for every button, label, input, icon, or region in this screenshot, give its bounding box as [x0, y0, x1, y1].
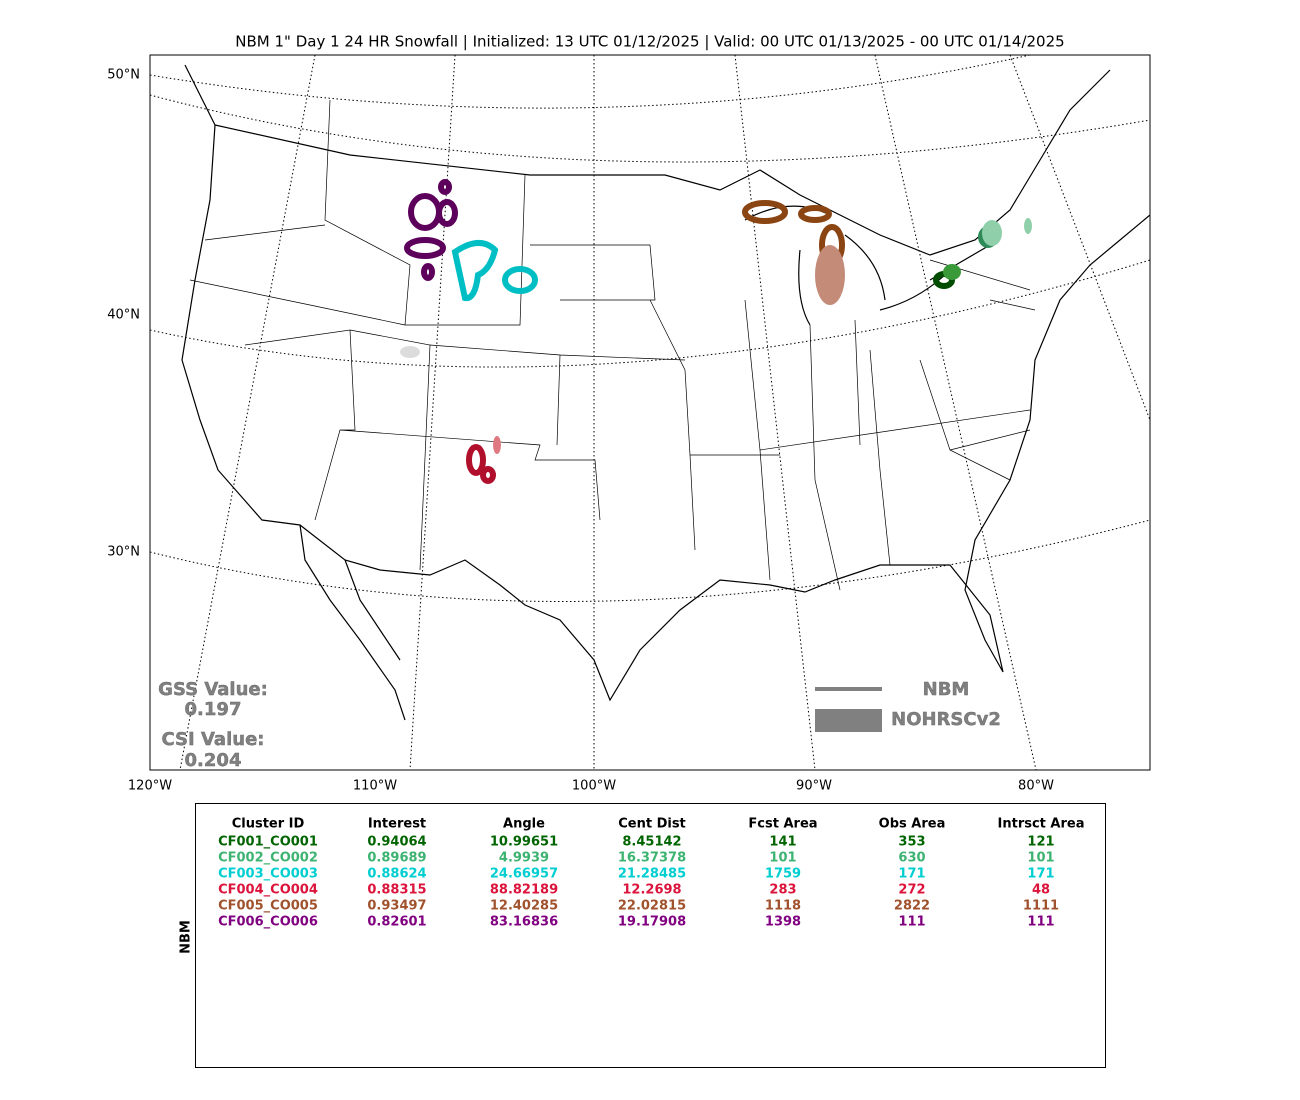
table-cell: CF006_CO006	[218, 915, 318, 930]
column-header: Cluster ID	[232, 817, 305, 832]
table-cell: 121	[1027, 835, 1054, 850]
table-cell: 0.88315	[367, 883, 426, 898]
table-cell: 283	[769, 883, 796, 898]
table-cell: 0.93497	[367, 899, 426, 914]
table-cell: 8.45142	[622, 835, 681, 850]
table-cell: 22.02815	[618, 899, 686, 914]
column-header: Interest	[368, 817, 426, 832]
column-header: Fcst Area	[748, 817, 817, 832]
table-cell: 12.2698	[622, 883, 681, 898]
column-header: Cent Dist	[618, 817, 686, 832]
table-cell: 2822	[894, 899, 930, 914]
table-cell: 630	[898, 851, 925, 866]
title: NBM 1" Day 1 24 HR Snowfall | Initialize…	[235, 33, 1064, 51]
table-cell: 0.94064	[367, 835, 426, 850]
table-cell: 10.99651	[490, 835, 558, 850]
table-cell: CF001_CO001	[218, 835, 318, 850]
table-cell: 4.9939	[499, 851, 549, 866]
table-cell: 1118	[765, 899, 801, 914]
legend-label: NBM	[923, 679, 970, 700]
table-cell: 171	[1027, 867, 1054, 882]
lon-label: 90°W	[796, 779, 832, 794]
legend-label: NOHRSCv2	[891, 709, 1001, 730]
score-label: CSI Value:	[162, 729, 265, 750]
table-cell: 0.88624	[367, 867, 426, 882]
table-cell: CF005_CO005	[218, 899, 318, 914]
lon-label: 110°W	[353, 779, 397, 794]
table-cell: 48	[1032, 883, 1050, 898]
table-cell: CF003_CO003	[218, 867, 318, 882]
lat-label: 30°N	[107, 545, 140, 560]
table-cell: 19.17908	[618, 915, 686, 930]
score-value: 0.197	[185, 699, 242, 720]
lat-label: 40°N	[107, 308, 140, 323]
table: NBM Cluster ID Interest Angle Cent Dist Fcst…	[179, 803, 1106, 1068]
table-cell: 88.82189	[490, 883, 558, 898]
obs-areas	[400, 218, 1032, 454]
clusters	[404, 179, 998, 484]
table-cell: 101	[1027, 851, 1054, 866]
score-label: GSS Value:	[158, 679, 268, 700]
table-cell: CF004_CO004	[218, 883, 318, 898]
table-side-label: NBM	[179, 920, 194, 954]
table-cell: 1111	[1023, 899, 1059, 914]
table-cell: 141	[769, 835, 796, 850]
lon-label: 100°W	[572, 779, 616, 794]
column-header: Intrsct Area	[998, 817, 1085, 832]
column-header: Angle	[503, 817, 545, 832]
table-cell: 0.89689	[367, 851, 426, 866]
score-value: 0.204	[185, 750, 242, 771]
table-cell: 101	[769, 851, 796, 866]
lon-label: 120°W	[128, 779, 172, 794]
lon-label: 80°W	[1018, 779, 1054, 794]
legend-patch	[815, 709, 882, 732]
table-cell: 12.40285	[490, 899, 558, 914]
table-cell: 1759	[765, 867, 801, 882]
column-header: Obs Area	[879, 817, 946, 832]
table-cell: CF002_CO002	[218, 851, 318, 866]
map: 50°N 40°N 30°N 120°W 110°W 100°W 90°W 80…	[107, 54, 1151, 794]
table-cell: 111	[1027, 915, 1054, 930]
table-cell: 1398	[765, 915, 801, 930]
table-cell: 171	[898, 867, 925, 882]
table-cell: 83.16836	[490, 915, 558, 930]
table-cell: 0.82601	[367, 915, 426, 930]
table-cell: 24.66957	[490, 867, 558, 882]
lat-label: 50°N	[107, 68, 140, 83]
table-cell: 21.28485	[618, 867, 686, 882]
table-cell: 16.37378	[618, 851, 686, 866]
table-cell: 353	[898, 835, 925, 850]
table-cell: 111	[898, 915, 925, 930]
table-cell: 272	[898, 883, 925, 898]
